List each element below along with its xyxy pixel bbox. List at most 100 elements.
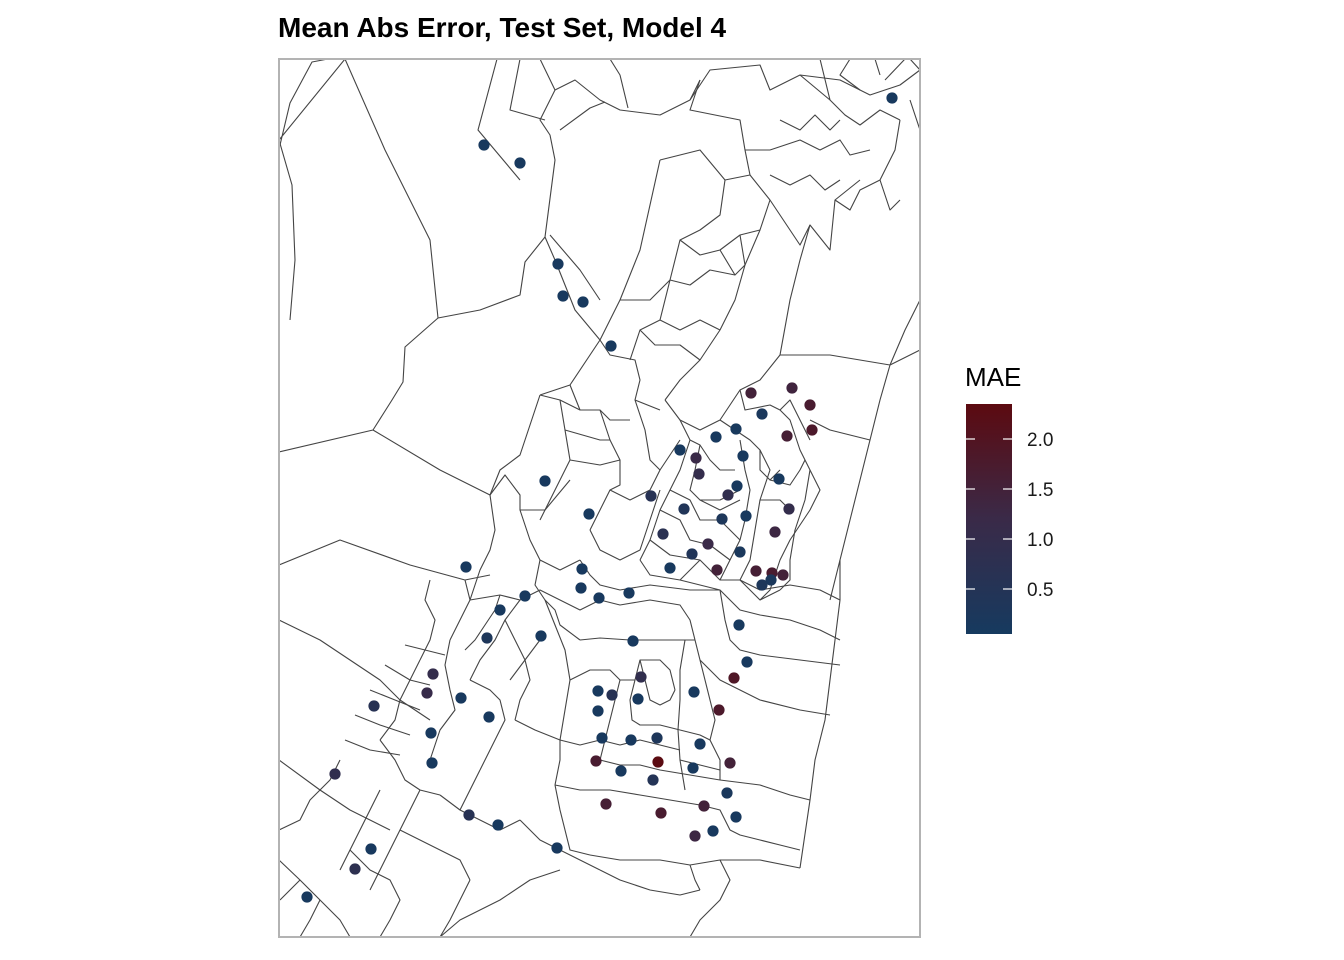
tract-boundary [599, 159, 661, 341]
mae-point [483, 711, 495, 723]
mae-point [657, 528, 669, 540]
mae-point [426, 757, 438, 769]
tract-boundary [779, 224, 811, 356]
mae-point [745, 387, 757, 399]
tract-boundary [439, 879, 471, 937]
tract-boundary [589, 489, 661, 561]
tract-boundary [679, 759, 721, 771]
mae-point [781, 430, 793, 442]
mae-point [713, 704, 725, 716]
tract-boundary [659, 149, 751, 181]
mae-point [421, 687, 433, 699]
tract-boundary [449, 494, 496, 641]
mae-point [783, 503, 795, 515]
mae-point [625, 734, 637, 746]
tract-boundary [549, 234, 601, 301]
tract-boundary [649, 539, 781, 601]
mae-point [635, 671, 647, 683]
map-panel [278, 58, 921, 938]
legend-tick-label: 2.0 [1027, 430, 1053, 451]
legend-title: MAE [965, 362, 1021, 392]
tract-boundary [664, 199, 771, 401]
tract-boundary [554, 784, 701, 806]
tract-boundary [369, 689, 421, 711]
mae-point [655, 807, 667, 819]
mae-point [301, 891, 313, 903]
mae-point [590, 755, 602, 767]
mae-point [724, 757, 736, 769]
mae-point [494, 604, 506, 616]
tract-boundary [874, 59, 906, 81]
mae-point [557, 290, 569, 302]
mae-point [645, 490, 657, 502]
tract-boundary [544, 599, 571, 681]
mae-point [577, 296, 589, 308]
mae-point [721, 787, 733, 799]
mae-point [519, 590, 531, 602]
tract-boundary [469, 679, 506, 771]
mae-point [769, 526, 781, 538]
tract-boundary [659, 319, 721, 331]
tract-boundary [677, 639, 686, 791]
tract-boundary [579, 559, 720, 591]
tract-boundary [539, 236, 601, 396]
mae-point [600, 798, 612, 810]
tract-boundary [679, 419, 735, 471]
mae-point [593, 592, 605, 604]
mae-point [734, 546, 746, 558]
tract-boundary [699, 659, 721, 780]
legend-tick-label: 1.5 [1027, 480, 1053, 501]
tract-boundary [379, 739, 441, 796]
mae-point [690, 452, 702, 464]
tract-boundary [539, 384, 581, 521]
mae-point [329, 768, 341, 780]
legend-tick-label: 1.0 [1027, 530, 1053, 551]
mae-point [804, 399, 816, 411]
mae-point [702, 538, 714, 550]
tract-boundary [719, 779, 811, 801]
map-frame [278, 58, 921, 938]
tract-boundary [629, 679, 681, 731]
mae-point [592, 705, 604, 717]
legend-colorbar [966, 404, 1012, 634]
tract-boundary [744, 149, 861, 251]
tract-boundary [279, 59, 439, 453]
mae-point [575, 582, 587, 594]
mae-point [615, 765, 627, 777]
mae-point [711, 564, 723, 576]
tract-boundary [639, 439, 691, 561]
tract-boundary [379, 659, 421, 741]
tract-boundary [669, 489, 741, 541]
mae-point [460, 561, 472, 573]
mae-point [481, 632, 493, 644]
mae-point [741, 656, 753, 668]
tract-boundary [739, 579, 841, 601]
mae-point [425, 727, 437, 739]
mae-point [552, 258, 564, 270]
tract-boundary [669, 264, 746, 286]
mae-point [539, 475, 551, 487]
tract-boundary [279, 539, 491, 581]
tract-boundary [464, 594, 501, 651]
mae-point [750, 565, 762, 577]
tract-boundary [509, 59, 546, 121]
tract-boundary [599, 869, 701, 896]
mae-point [756, 579, 768, 591]
mae-point [765, 574, 777, 586]
mae-point [777, 569, 789, 581]
tract-boundary [509, 639, 541, 681]
mae-point [689, 830, 701, 842]
tract-boundary [439, 794, 521, 831]
tract-boundary [689, 864, 701, 891]
tract-boundary [679, 729, 711, 741]
mae-point [733, 619, 745, 631]
chart-title: Mean Abs Error, Test Set, Model 4 [278, 12, 727, 43]
tract-boundary [779, 114, 841, 131]
tract-boundary [384, 664, 431, 686]
mae-point [756, 408, 768, 420]
mae-point [674, 444, 686, 456]
tract-boundary [599, 759, 721, 781]
tract-boundary [279, 619, 431, 721]
mae-point [664, 562, 676, 574]
tract-boundary [559, 101, 606, 131]
